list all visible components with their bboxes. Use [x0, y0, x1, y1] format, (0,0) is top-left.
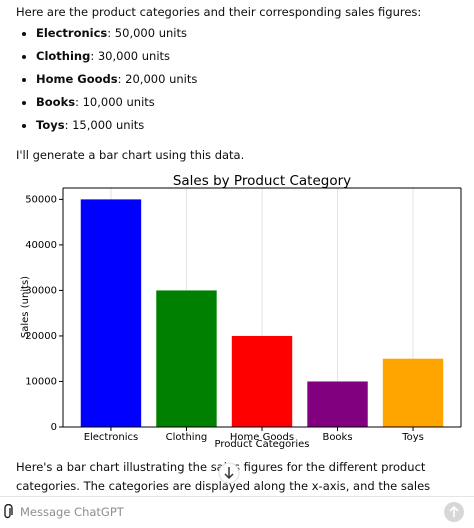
bar: [80, 199, 142, 427]
bar: [307, 381, 368, 427]
item-text: : 15,000 units: [64, 118, 145, 132]
x-tick-label: Books: [322, 432, 352, 443]
item-text: : 50,000 units: [107, 26, 187, 40]
item-label: Books: [36, 95, 76, 109]
bar: [231, 335, 293, 427]
item-label: Toys: [36, 118, 65, 132]
y-axis-label: Sales (units): [20, 276, 31, 338]
chart: Sales by Product Category Product Catego…: [20, 173, 462, 450]
category-list: Electronics: 50,000 unitsClothing: 30,00…: [16, 24, 197, 139]
y-tick-label: 20000: [25, 331, 57, 342]
input-placeholder: Message ChatGPT: [20, 505, 124, 519]
item-label: Electronics: [36, 26, 108, 40]
x-tick-label: Clothing: [166, 432, 208, 443]
list-item: Clothing: 30,000 units: [36, 47, 197, 70]
item-text: : 20,000 units: [117, 72, 198, 86]
input-bar[interactable]: Message ChatGPT: [0, 496, 474, 528]
item-text: : 10,000 units: [75, 95, 155, 109]
list-item: Toys: 15,000 units: [36, 116, 197, 139]
x-tick-label: Electronics: [84, 432, 139, 443]
x-axis-label: Product Categories: [214, 439, 309, 450]
list-item: Home Goods: 20,000 units: [36, 70, 197, 93]
y-tick-label: 0: [51, 422, 57, 433]
y-tick-label: 30000: [25, 285, 57, 296]
list-item: Books: 10,000 units: [36, 93, 197, 116]
item-label: Home Goods: [36, 72, 118, 86]
send-button[interactable]: [443, 501, 465, 523]
list-item: Electronics: 50,000 units: [36, 24, 197, 47]
item-text: : 30,000 units: [90, 49, 171, 63]
bar: [156, 290, 217, 427]
y-tick-label: 40000: [25, 240, 57, 251]
y-tick-label: 50000: [25, 194, 57, 205]
followup-text: I'll generate a bar chart using this dat…: [16, 148, 245, 162]
item-label: Clothing: [36, 49, 91, 63]
bar: [382, 358, 444, 427]
attach-icon[interactable]: [2, 504, 14, 520]
y-tick-label: 10000: [25, 376, 57, 387]
x-tick-label: Home Goods: [230, 432, 294, 443]
chart-title: Sales by Product Category: [173, 173, 351, 189]
scroll-down-button[interactable]: [218, 462, 240, 484]
x-tick-label: Toys: [401, 432, 424, 443]
intro-text: Here are the product categories and thei…: [16, 5, 422, 19]
